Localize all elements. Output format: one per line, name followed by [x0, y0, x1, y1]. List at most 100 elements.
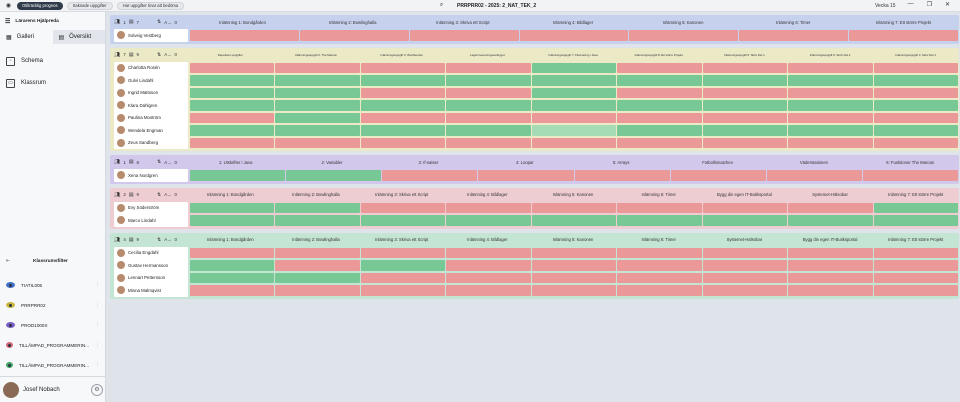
assignment-header[interactable]: Inlämning 7: Ett större Projekt: [888, 192, 944, 197]
status-cell[interactable]: [873, 215, 958, 226]
tab-gallery[interactable]: ▦ Galleri: [0, 30, 53, 44]
eye-toggle-icon[interactable]: ◉: [5, 3, 12, 9]
assignment-header[interactable]: 2: Variabler: [321, 159, 343, 165]
assignment-header[interactable]: Inlämning 6: Timer: [776, 19, 811, 25]
status-cell[interactable]: [788, 100, 873, 111]
status-cell[interactable]: [617, 87, 702, 98]
assignment-header[interactable]: Lagerinventeringsverktyget: [469, 52, 505, 57]
status-cell[interactable]: [360, 247, 446, 258]
status-cell[interactable]: [275, 125, 360, 136]
tab-overview[interactable]: ▤ Översikt: [52, 30, 105, 44]
status-cell[interactable]: [531, 62, 617, 73]
status-cell[interactable]: [617, 125, 702, 136]
filter-item[interactable]: TILLÄMPAD_PROGRAMMERIN... ⋮: [0, 335, 106, 355]
status-cell[interactable]: [702, 202, 788, 213]
collapse-icon[interactable]: ⇤: [6, 258, 11, 264]
status-cell[interactable]: [360, 202, 446, 213]
status-cell[interactable]: [446, 62, 531, 73]
status-cell[interactable]: [360, 62, 446, 73]
assignment-header[interactable]: Inlämning 3: Skriva ett Script: [436, 19, 490, 25]
assignment-header[interactable]: Inlämning 4: Bildlager: [467, 192, 508, 197]
status-cell[interactable]: [788, 62, 873, 73]
status-cell[interactable]: [862, 170, 958, 181]
assignment-header[interactable]: Inlämning 1: Bondgården: [206, 237, 254, 242]
status-cell[interactable]: [190, 285, 275, 296]
status-cell[interactable]: [275, 247, 360, 258]
status-cell[interactable]: [617, 62, 702, 73]
status-cell[interactable]: [360, 75, 446, 86]
status-cell[interactable]: [531, 100, 617, 111]
status-cell[interactable]: [190, 170, 286, 181]
student-row[interactable]: Wendela Engman: [114, 124, 188, 137]
status-cell[interactable]: [531, 272, 617, 283]
status-cell[interactable]: [531, 260, 617, 271]
eye-icon[interactable]: [6, 322, 15, 328]
status-cell[interactable]: [190, 75, 275, 86]
student-row[interactable]: Ingrid Mattsson: [114, 87, 188, 100]
status-cell[interactable]: [617, 202, 702, 213]
assignment-header[interactable]: Väderstationen: [799, 159, 829, 165]
assignment-header[interactable]: 4: Loopar: [515, 159, 534, 165]
student-row[interactable]: Gulvi Lindahl: [114, 74, 188, 87]
status-cell[interactable]: [873, 125, 958, 136]
assignment-header[interactable]: Inlämning 3: Skriva ett Script: [375, 237, 429, 242]
assignment-header[interactable]: Inlämning 6: Timer: [641, 192, 676, 197]
status-cell[interactable]: [190, 260, 275, 271]
status-cell[interactable]: [446, 87, 531, 98]
status-cell[interactable]: [190, 125, 275, 136]
status-cell[interactable]: [788, 125, 873, 136]
assignment-header[interactable]: Inlämning 7: Ett större Projekt: [888, 237, 944, 242]
student-row[interactable]: Charlotta Rosén: [114, 62, 188, 75]
eye-icon[interactable]: [6, 362, 13, 368]
status-cell[interactable]: [873, 285, 958, 296]
assignment-header[interactable]: Inlämning 5: Kanonen: [552, 192, 594, 197]
assignment-header[interactable]: Inlämning 3: Skriva ett Script: [375, 192, 429, 197]
status-cell[interactable]: [190, 62, 275, 73]
sort-icon[interactable]: ⇅: [157, 191, 162, 198]
status-cell[interactable]: [617, 137, 702, 148]
status-cell[interactable]: [702, 247, 788, 258]
status-cell[interactable]: [531, 87, 617, 98]
status-cell[interactable]: [617, 247, 702, 258]
filter-chip-insufficient[interactable]: Otillräcklig prognos: [17, 1, 63, 10]
status-cell[interactable]: [275, 215, 360, 226]
menu-icon[interactable]: ☰: [5, 18, 11, 25]
student-row[interactable]: Klara Dahlgren: [114, 99, 188, 112]
sort-icon[interactable]: ⇅: [157, 19, 162, 25]
assignment-header[interactable]: Inlämningsuppgift 5: Skriv Del 1: [724, 52, 765, 57]
status-cell[interactable]: [702, 215, 788, 226]
more-options-icon[interactable]: ⋮: [95, 282, 100, 288]
status-cell[interactable]: [519, 30, 629, 41]
assignment-header[interactable]: Inlämning 2: Bowlinghalla: [292, 237, 340, 242]
filter-chip-to-grade[interactable]: Har uppgifter tinar att bedöma: [116, 1, 185, 10]
status-cell[interactable]: [873, 137, 958, 148]
student-row[interactable]: Evy Söderström: [114, 202, 188, 215]
assignment-header[interactable]: Inlämning 5: Kanonen: [552, 237, 594, 242]
status-cell[interactable]: [360, 215, 446, 226]
status-cell[interactable]: [360, 260, 446, 271]
assignment-header[interactable]: Inlämningsuppgift 3: Wordbender: [380, 52, 423, 57]
status-cell[interactable]: [617, 260, 702, 271]
student-row[interactable]: Marco Lindahl: [114, 214, 188, 227]
more-options-icon[interactable]: ⋮: [95, 362, 100, 368]
assignment-header[interactable]: Inlämning 2: Bowlinghalla: [328, 19, 377, 25]
eye-icon[interactable]: [6, 282, 15, 288]
status-cell[interactable]: [788, 87, 873, 98]
status-cell[interactable]: [574, 170, 670, 181]
status-cell[interactable]: [873, 112, 958, 123]
assignment-header[interactable]: 3: If-satser: [418, 159, 439, 165]
status-cell[interactable]: [873, 260, 958, 271]
status-cell[interactable]: [190, 112, 275, 123]
sort-icon[interactable]: ⇅: [157, 236, 162, 243]
status-cell[interactable]: [766, 170, 862, 181]
assignment-header[interactable]: Systemet-Hälsobar: [812, 192, 848, 197]
status-cell[interactable]: [531, 75, 617, 86]
status-cell[interactable]: [873, 100, 958, 111]
status-cell[interactable]: [788, 215, 873, 226]
status-cell[interactable]: [531, 112, 617, 123]
student-row[interactable]: Solveig Vestberg: [114, 29, 188, 42]
status-cell[interactable]: [788, 137, 873, 148]
filter-chip-missing[interactable]: Saknade uppgifter: [66, 1, 113, 10]
status-cell[interactable]: [275, 112, 360, 123]
status-cell[interactable]: [873, 75, 958, 86]
